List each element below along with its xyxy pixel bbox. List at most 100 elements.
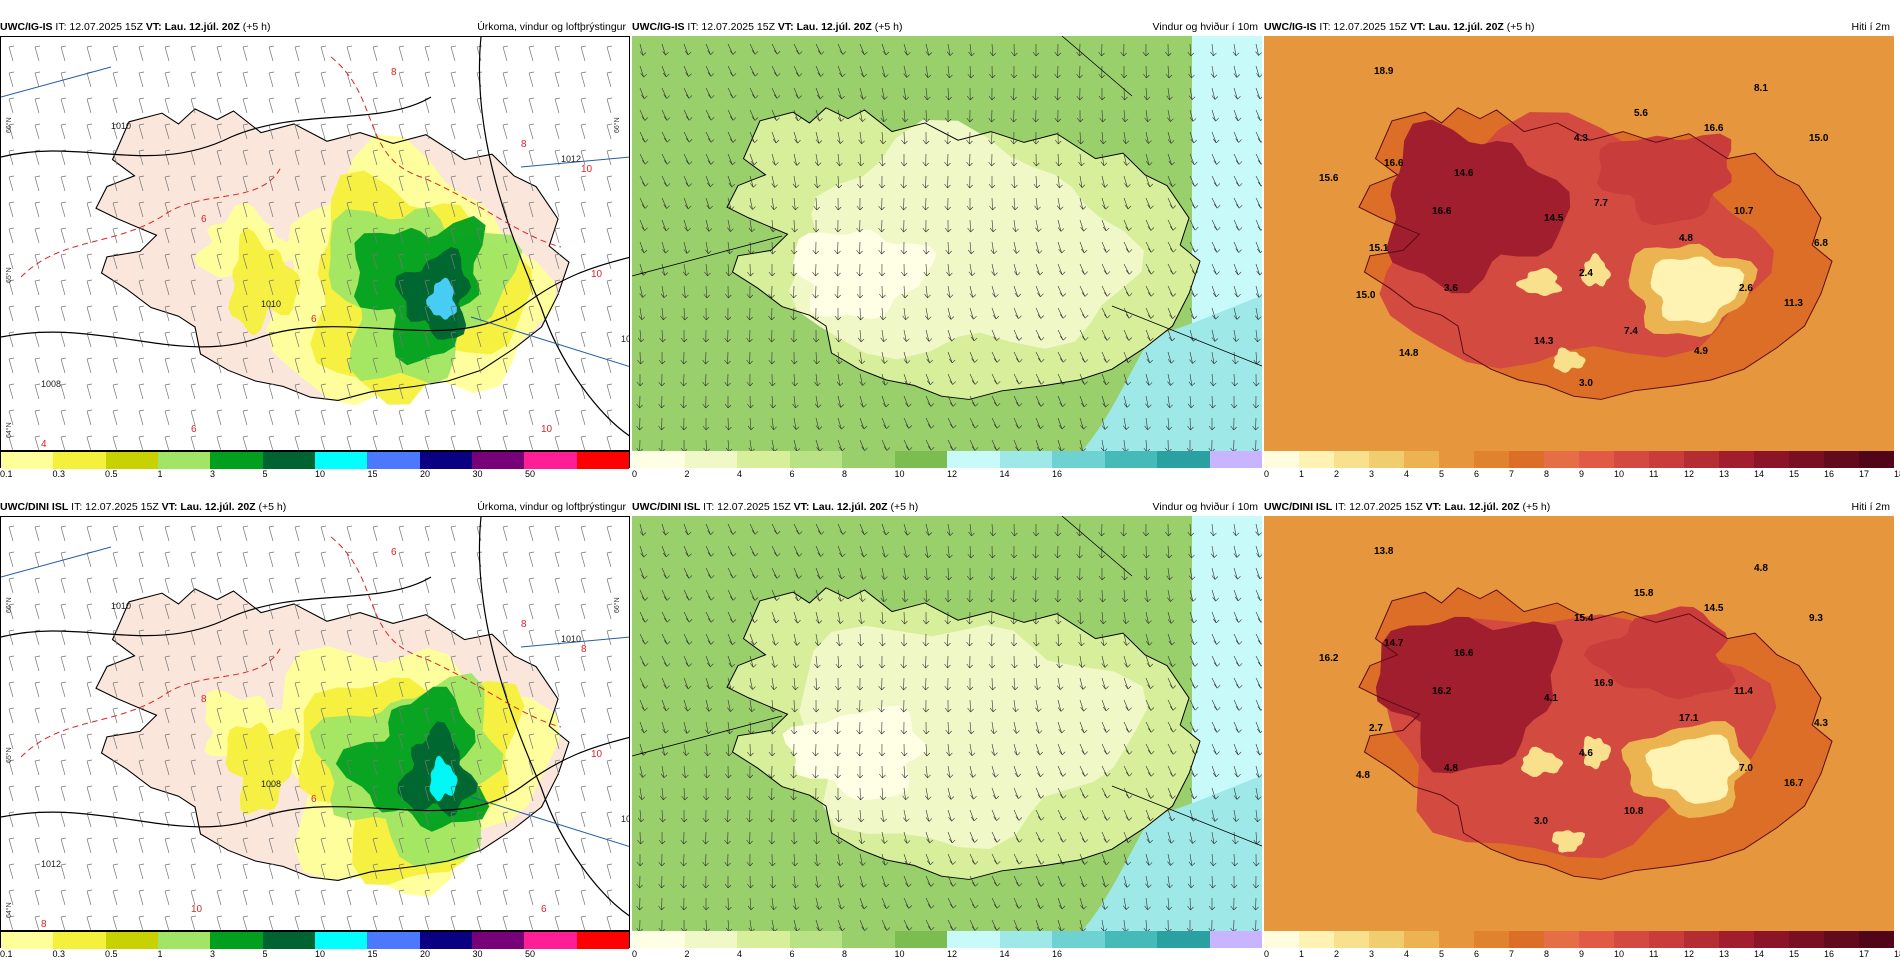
wind-barb [34, 915, 41, 930]
wind-arrow [989, 523, 997, 537]
wind-arrow [815, 567, 824, 580]
wind-arrow [1013, 307, 1022, 319]
wind-arrow [837, 523, 847, 535]
wind-barb [294, 915, 301, 930]
wind-arrow [771, 439, 778, 451]
wind-arrow [747, 241, 755, 255]
wind-arrow [947, 875, 957, 887]
map-canvas: 101010101010100810126881068106866°N65°N6… [1, 517, 629, 930]
wind-arrow [661, 241, 669, 254]
wind-arrow [925, 919, 935, 931]
wind-arrow [836, 853, 844, 867]
temperature-value: 16.6 [1454, 648, 1474, 659]
colorbar-swatch [1369, 451, 1404, 468]
temperature-value: 18.9 [1374, 66, 1394, 77]
wind-arrow [1167, 633, 1176, 646]
wind-barb [86, 331, 93, 348]
wind-arrow [836, 153, 843, 167]
wind-barb [528, 383, 535, 400]
colorbar-tick-label: 12 [1684, 949, 1695, 959]
wind-barb [242, 629, 249, 646]
panel-header: UWC/IG-IS IT: 12.07.2025 15Z VT: Lau. 12… [0, 18, 630, 36]
wind-barb [60, 837, 67, 854]
wind-arrow [1123, 373, 1131, 386]
wind-barb [216, 253, 223, 270]
wind-arrow [1032, 589, 1039, 603]
colorbar-swatch [1334, 931, 1369, 948]
wind-barb [164, 123, 171, 140]
wind-arrow [683, 87, 693, 99]
wind-barb [554, 603, 561, 620]
wind-barb [86, 201, 93, 218]
wind-barb [606, 785, 613, 802]
wind-barb [34, 253, 41, 270]
wind-arrow [1210, 545, 1218, 558]
colorbar-swatch [367, 932, 420, 949]
wind-barb [86, 357, 93, 374]
wind-barb [86, 279, 93, 296]
wind-arrow [901, 131, 908, 145]
wind-arrow [636, 875, 643, 889]
glacier-cold-area [1645, 734, 1740, 804]
wind-barb [450, 681, 457, 698]
wind-barb [86, 811, 93, 828]
colorbar [1264, 451, 1894, 468]
wind-arrow [793, 523, 803, 535]
wind-arrow [946, 263, 953, 277]
colorbar-tick-label: 5 [1439, 949, 1445, 959]
wind-barb [606, 577, 613, 594]
wind-arrow [724, 787, 732, 801]
wind-arrow [1035, 351, 1045, 363]
wind-arrow [925, 43, 933, 56]
colorbar-tick-label: 10 [1614, 469, 1625, 479]
wind-arrow [771, 153, 779, 166]
colorbar-tick-label: 5 [262, 469, 268, 479]
wind-arrow [859, 87, 867, 100]
wind-arrow [746, 809, 753, 823]
panel-title: Úrkoma, vindur og loftþrýstingur [477, 501, 626, 513]
model-name: UWC/IG-IS [0, 21, 53, 33]
temperature-value: 14.6 [1454, 168, 1474, 179]
wind-arrow [1079, 919, 1087, 931]
isobar [1, 736, 629, 828]
wind-barb [216, 629, 223, 646]
wind-barb [8, 71, 15, 88]
wind-arrow [988, 176, 996, 189]
wind-arrow [900, 699, 907, 713]
wind-barb [268, 681, 275, 698]
wind-arrow [682, 765, 689, 779]
temperature-label: 10 [191, 904, 203, 915]
glacier-cold-area [1581, 252, 1612, 287]
colorbar-swatch [1299, 451, 1334, 468]
temperature-value: 4.8 [1356, 770, 1370, 781]
temperature-value: 14.5 [1544, 213, 1564, 224]
wind-barb [450, 811, 457, 828]
wind-barb [346, 227, 353, 244]
meridian-line [632, 516, 1262, 847]
wind-barb [86, 409, 93, 426]
wind-arrow [988, 131, 995, 145]
wind-arrow [769, 395, 777, 409]
isobar-label: 1012 [561, 154, 581, 164]
wind-arrow [1211, 109, 1219, 122]
wind-arrow [636, 919, 643, 931]
wind-barb [294, 629, 301, 646]
colorbar-tick-label: 14 [999, 949, 1010, 959]
wind-arrow [1210, 351, 1218, 365]
wind-barb [8, 603, 15, 620]
wind-arrow [837, 439, 846, 451]
wind-barb [450, 123, 457, 140]
wind-barb [216, 279, 223, 296]
wind-arrow [724, 329, 731, 343]
wind-barb [580, 577, 587, 594]
wind-barb [372, 97, 379, 114]
wind-barb [138, 409, 145, 426]
wind-barb [502, 863, 509, 880]
wind-barb [398, 707, 405, 724]
wind-arrow [946, 743, 953, 757]
wind-barb [424, 551, 431, 568]
wind-barb [372, 175, 379, 192]
glacier-cold-area [1515, 267, 1563, 297]
wind-barb [190, 123, 197, 140]
wind-arrow [813, 197, 820, 211]
